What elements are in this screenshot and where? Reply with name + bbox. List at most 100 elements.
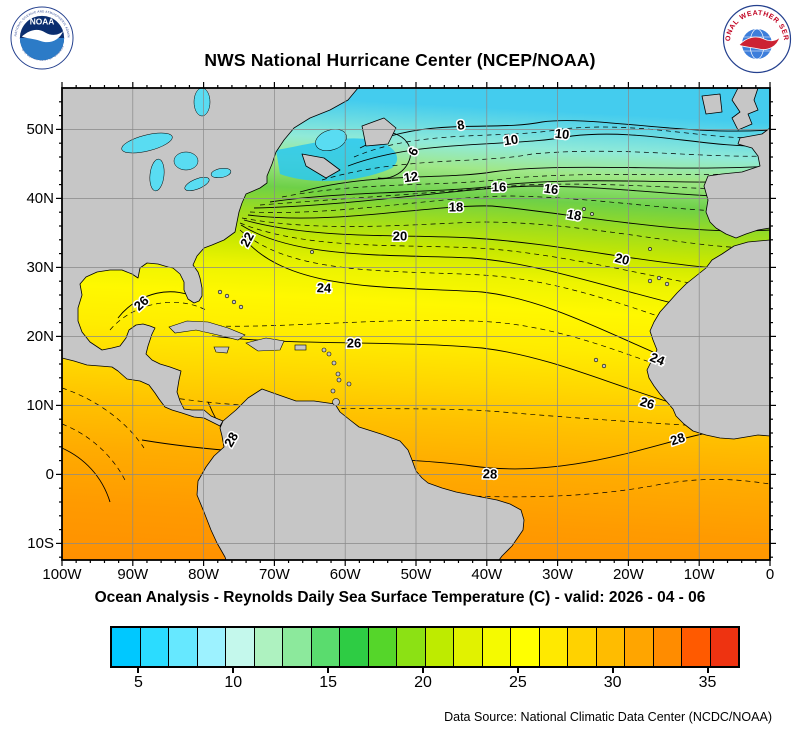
land-nova-scotia: [301, 153, 341, 179]
isotherm-label: 26: [638, 394, 656, 412]
nws-logo: NATIONAL WEATHER SERVICE: [722, 4, 792, 74]
lon-label: 50W: [400, 566, 432, 583]
isotherm-label: 10: [554, 126, 570, 142]
colorbar-cell: [340, 628, 369, 666]
graticule: [62, 88, 770, 560]
lake-huron: [173, 151, 199, 171]
colorbar-tick: [232, 666, 235, 673]
island-bermuda: [310, 250, 314, 254]
colorbar-cell: [397, 628, 426, 666]
isotherm-label: 26: [347, 335, 361, 350]
colorbar-cell: [425, 628, 454, 666]
isotherm-label: 18: [566, 206, 583, 223]
gulf-st-lawrence: [315, 129, 347, 151]
lat-label: 30N: [26, 259, 54, 277]
lake-ontario: [210, 167, 232, 179]
colorbar-cell: [311, 628, 340, 666]
island-jamaica: [213, 346, 230, 354]
isotherm-label: 12: [403, 169, 419, 186]
lon-label: 40W: [471, 566, 503, 583]
colorbar-tick-label: 10: [224, 674, 243, 691]
data-source-note: Data Source: National Climatic Data Cent…: [444, 710, 772, 724]
lon-label: 30W: [542, 566, 574, 583]
landmasses: [61, 87, 771, 561]
land-north-america: [61, 87, 359, 427]
colorbar-tick: [611, 666, 614, 673]
colorbar-cell: [539, 628, 568, 666]
land-africa: [646, 239, 771, 440]
isotherm-label: 18: [449, 199, 463, 214]
island-madeira: [648, 247, 652, 251]
colorbar-cell: [226, 628, 255, 666]
island-puerto-rico: [294, 344, 307, 351]
isotherm-label: 24: [317, 280, 333, 296]
colorbar-tick: [137, 666, 140, 673]
land-europe-iberia: [703, 127, 771, 239]
sst-colorbar: [110, 626, 740, 668]
colorbar-cell: [169, 628, 198, 666]
colorbar-tick-label: 5: [134, 674, 143, 691]
isotherm-label: 20: [393, 228, 407, 243]
isotherm-label: 10: [503, 132, 519, 149]
axis-ticks: [56, 82, 776, 566]
lat-label: 20N: [26, 328, 54, 346]
land-britain: [731, 87, 759, 131]
colorbar-cell: [596, 628, 625, 666]
colorbar-cell: [254, 628, 283, 666]
colorbar-cell: [112, 628, 141, 666]
colorbar-tick-label: 25: [508, 674, 527, 691]
colorbar-tick: [422, 666, 424, 673]
colorbar-cell: [568, 628, 597, 666]
cold-water-patch: [276, 138, 398, 182]
lon-label: 20W: [612, 566, 644, 583]
colorbar-cell: [653, 628, 682, 666]
map-caption: Ocean Analysis - Reynolds Daily Sea Surf…: [94, 589, 706, 606]
colorbar-tick-label: 30: [603, 674, 622, 691]
lat-label: 10N: [26, 397, 54, 415]
land-ireland: [701, 93, 723, 115]
isotherm-label: 16: [543, 181, 559, 198]
isotherm-label: 28: [668, 430, 686, 449]
isotherm-label: 28: [483, 466, 498, 481]
colorbar-cell: [482, 628, 511, 666]
colorbar-tick: [516, 666, 519, 673]
lake-erie: [184, 177, 210, 191]
isotherm-label: 16: [492, 179, 506, 194]
lon-label: 90W: [117, 566, 149, 583]
lake-superior: [121, 132, 173, 154]
james-bay: [193, 87, 211, 117]
colorbar-cell: [140, 628, 169, 666]
lon-label: 60W: [329, 566, 361, 583]
lon-label: 80W: [188, 566, 220, 583]
lakes: [121, 87, 347, 192]
colorbar-cell: [625, 628, 654, 666]
noaa-wordmark: NOAA: [30, 17, 55, 27]
isotherm-label: 20: [613, 250, 631, 268]
lat-label: 10S: [27, 535, 54, 553]
colorbar-cell: [197, 628, 226, 666]
lon-label: 70W: [258, 566, 290, 583]
island-cuba: [168, 320, 246, 341]
colorbar-tick-label: 20: [414, 674, 432, 691]
colorbar-tick-label: 35: [698, 674, 717, 691]
islands: [168, 207, 670, 406]
colorbar-tick: [327, 666, 330, 673]
colorbar-tick: [706, 666, 709, 673]
page-title: NWS National Hurricane Center (NCEP/NOAA…: [204, 50, 596, 70]
lon-label: 0: [765, 566, 775, 583]
colorbar-tick-label: 15: [319, 674, 338, 691]
noaa-logo: NATIONAL OCEANIC AND ATMOSPHERIC ADMINIS…: [10, 6, 74, 70]
lake-michigan: [149, 158, 165, 192]
nws-bird-icon: [738, 36, 781, 50]
lat-label: 50N: [26, 121, 54, 139]
colorbar-cell: [454, 628, 483, 666]
lat-label: 0: [45, 466, 54, 484]
colorbar-cell: [682, 628, 711, 666]
colorbar-cell: [283, 628, 312, 666]
lon-label: 100W: [42, 566, 82, 583]
lon-label: 10W: [683, 566, 715, 583]
island-trinidad: [332, 398, 340, 406]
noaa-emblem-sea: [19, 38, 65, 61]
